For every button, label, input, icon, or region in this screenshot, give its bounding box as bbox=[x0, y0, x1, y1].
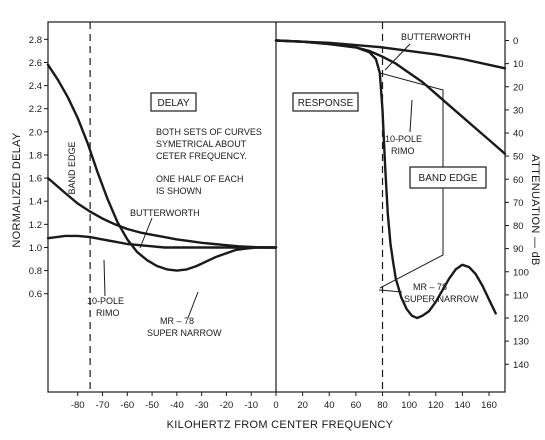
curve-layer bbox=[46, 39, 507, 320]
left-y-tick-label: 2.8 bbox=[29, 35, 42, 46]
rimo-right-label-1: 10-POLE bbox=[385, 134, 422, 144]
left-y-tick-label: 0.6 bbox=[29, 289, 42, 300]
x-tick-label: 120 bbox=[428, 400, 444, 411]
response-curve-mr78 bbox=[274, 39, 497, 320]
right-y-tick-label: 0 bbox=[513, 36, 518, 47]
plot-frame bbox=[47, 21, 506, 393]
rimo-left-label-1: 10-POLE bbox=[87, 296, 124, 306]
left-y-tick-label: 2.4 bbox=[29, 81, 42, 92]
mr78-right-leader bbox=[378, 289, 403, 293]
band-edge-right-label: BAND EDGE bbox=[419, 173, 478, 184]
right-y-tick-label: 60 bbox=[513, 175, 524, 186]
delay-curve-rimo bbox=[46, 234, 278, 249]
left-y-tick-label: 2.2 bbox=[29, 104, 42, 115]
rimo-right-label-2: RIMO bbox=[391, 146, 415, 156]
x-tick-label: -30 bbox=[195, 400, 209, 411]
left-y-axis-title: NORMALIZED DELAY bbox=[11, 132, 23, 248]
rimo-right-leader bbox=[409, 99, 413, 133]
note-line-4: ONE HALF OF EACH bbox=[156, 174, 244, 184]
mr78-right-label-1: MR – 78 bbox=[413, 282, 447, 292]
rimo-left-label-2: RIMO bbox=[96, 308, 120, 318]
x-tick-label: -40 bbox=[170, 400, 184, 411]
left-y-tick-label: 2.6 bbox=[29, 58, 42, 69]
right-y-tick-label: 140 bbox=[513, 360, 529, 371]
x-tick-label: 0 bbox=[273, 400, 278, 411]
right-y-tick-label: 10 bbox=[513, 59, 524, 70]
band-edge-left-label: BAND EDGE bbox=[67, 141, 77, 194]
note-line-3: CETER FREQUENCY. bbox=[156, 151, 247, 161]
right-y-tick-label: 120 bbox=[513, 314, 529, 325]
butterworth-left-label: BUTTERWORTH bbox=[130, 208, 200, 218]
right-y-tick-label: 100 bbox=[513, 267, 529, 278]
tick-layer: -80 -70 -60 -50 -40 -30 -20 -10 0 20 40 60 80 100 120 1… bbox=[29, 35, 529, 411]
left-y-tick-label: 1.0 bbox=[29, 243, 42, 254]
x-tick-label: -50 bbox=[145, 400, 159, 411]
delay-label: DELAY bbox=[157, 98, 189, 109]
x-tick-label: -60 bbox=[120, 400, 134, 411]
left-y-tick-label: 2.0 bbox=[29, 127, 42, 138]
delay-curve-mr78 bbox=[46, 63, 278, 272]
mr78-left-label-1: MR – 78 bbox=[160, 316, 194, 326]
right-y-tick-label: 20 bbox=[513, 82, 524, 93]
right-y-tick-label: 70 bbox=[513, 198, 524, 209]
x-tick-label: -10 bbox=[244, 400, 258, 411]
mr78-right-label-2: SUPER NARROW bbox=[404, 294, 479, 304]
x-tick-label: -70 bbox=[96, 400, 110, 411]
x-tick-label: -20 bbox=[220, 400, 234, 411]
x-tick-label: 100 bbox=[401, 400, 417, 411]
right-y-tick-label: 40 bbox=[513, 129, 524, 140]
x-tick-label: 140 bbox=[454, 400, 470, 411]
left-y-tick-label: 1.6 bbox=[29, 174, 42, 185]
x-tick-label: 160 bbox=[481, 400, 497, 411]
butterworth-right-leader bbox=[384, 43, 411, 71]
left-y-tick-label: 1.2 bbox=[29, 220, 42, 231]
left-y-tick-label: 1.8 bbox=[29, 150, 42, 161]
right-y-tick-label: 80 bbox=[513, 221, 524, 232]
mr78-left-leader bbox=[187, 291, 199, 319]
right-y-tick-label: 30 bbox=[513, 105, 524, 116]
x-tick-label: -80 bbox=[71, 400, 85, 411]
response-label-box bbox=[292, 92, 359, 112]
right-y-tick-label: 110 bbox=[513, 290, 528, 301]
x-axis-title: KILOHERTZ FROM CENTER FREQUENCY bbox=[167, 419, 394, 431]
x-tick-label: 60 bbox=[351, 400, 362, 411]
left-y-tick-label: 1.4 bbox=[29, 197, 42, 208]
band-edge-right-leader-low bbox=[379, 188, 444, 289]
label-layer: KILOHERTZ FROM CENTER FREQUENCY NORMALIZ… bbox=[11, 32, 541, 431]
right-y-axis-title: ATTENUATION — dB bbox=[529, 154, 541, 265]
x-tick-label: 80 bbox=[377, 400, 388, 411]
note-line-5: IS SHOWN bbox=[156, 186, 202, 196]
response-label: RESPONSE bbox=[298, 98, 354, 109]
leader-lines bbox=[103, 43, 444, 319]
right-y-tick-label: 130 bbox=[513, 337, 529, 348]
x-tick-label: 40 bbox=[324, 400, 335, 411]
right-y-tick-label: 50 bbox=[513, 152, 524, 163]
x-tick-label: 20 bbox=[297, 400, 308, 411]
right-y-tick-label: 90 bbox=[513, 244, 524, 255]
band-edge-right-leader-box bbox=[379, 72, 444, 167]
note-line-2: SYMETRICAL ABOUT bbox=[156, 139, 247, 149]
band-edge-right-box bbox=[409, 166, 487, 189]
butterworth-left-leader bbox=[139, 217, 153, 249]
butterworth-right-label: BUTTERWORTH bbox=[401, 32, 471, 42]
note-line-1: BOTH SETS OF CURVES bbox=[156, 127, 262, 137]
mr78-left-label-2: SUPER NARROW bbox=[147, 328, 222, 338]
delay-label-box bbox=[150, 92, 197, 112]
left-y-tick-label: 0.8 bbox=[29, 266, 42, 277]
rimo-left-leader bbox=[103, 259, 106, 297]
